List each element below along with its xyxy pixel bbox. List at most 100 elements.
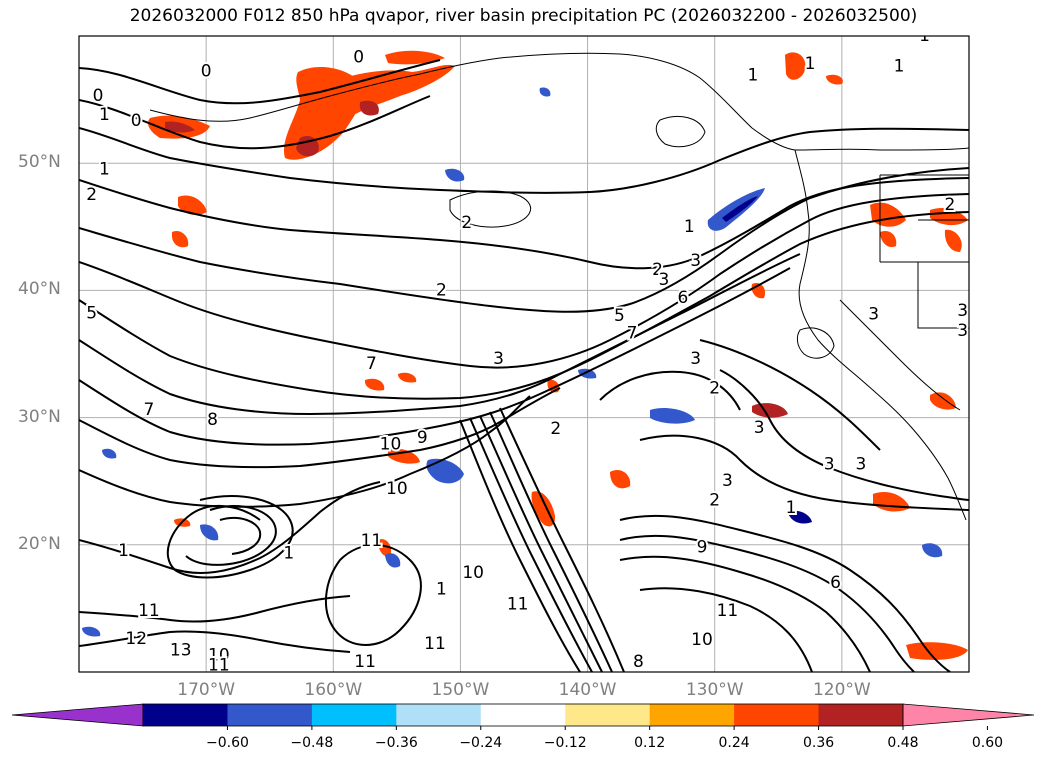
contour-label: 1 xyxy=(436,579,447,599)
contour-label: 3 xyxy=(658,270,669,290)
contour-label: 6 xyxy=(678,288,689,308)
contour-swirl xyxy=(166,495,294,579)
contour-label: 1 xyxy=(894,57,905,77)
precip-patch-negative xyxy=(722,196,758,222)
lon-label: 140°W xyxy=(558,680,617,700)
contour-label: 10 xyxy=(462,563,484,583)
contour-label: 2 xyxy=(652,260,663,280)
colorbar-box xyxy=(480,704,566,726)
precip-shading xyxy=(82,50,968,660)
precip-patch-negative xyxy=(922,543,943,558)
contour-label: 1 xyxy=(99,160,110,180)
contour-label: 10 xyxy=(386,479,408,499)
contour-tropical xyxy=(639,587,813,672)
lon-label: 170°W xyxy=(177,680,236,700)
contour-tropical xyxy=(619,555,871,672)
lon-label: 120°W xyxy=(812,680,871,700)
contour-9 xyxy=(79,387,561,469)
contour-swirl xyxy=(219,516,262,555)
contour-label: 10 xyxy=(380,434,402,454)
precip-patch-positive xyxy=(378,539,392,557)
contour-label: 8 xyxy=(207,410,218,430)
contour-label: 2 xyxy=(436,280,447,300)
contour-label: 11 xyxy=(354,652,376,672)
colorbar-box xyxy=(396,704,482,726)
precip-patch-negative xyxy=(788,510,812,524)
contour-tight xyxy=(499,407,625,672)
lat-label: 30°N xyxy=(18,406,61,427)
precip-patch-negative xyxy=(578,368,597,379)
precip-patch-positive xyxy=(944,229,962,252)
contour-1 xyxy=(79,127,969,194)
contour-label: 0 xyxy=(131,111,142,131)
colorbar-box xyxy=(818,704,904,726)
colorbar-tick-label: −0.24 xyxy=(459,735,503,751)
precip-patch-positive xyxy=(172,230,189,248)
colorbar-tick-label: 0.60 xyxy=(971,735,1004,751)
precip-patch-positive xyxy=(930,392,956,410)
precip-patch-negative xyxy=(200,524,219,541)
precip-patch-positive xyxy=(398,372,417,383)
contour-label: 3 xyxy=(868,305,879,325)
contour-label: 0 xyxy=(353,48,364,68)
contour-label: 11 xyxy=(717,601,739,621)
contour-label: 3 xyxy=(722,471,733,491)
lat-label: 40°N xyxy=(18,279,61,300)
contour-5 xyxy=(79,211,969,400)
precip-patch-negative xyxy=(445,168,465,182)
contour-3 xyxy=(79,193,969,369)
colorbar-tick-label: 0.24 xyxy=(718,735,750,751)
contour-tight xyxy=(489,411,613,672)
colorbar-tick-label: −0.60 xyxy=(205,735,249,751)
contour-label: 11 xyxy=(507,595,529,615)
alaska-canada-coastline xyxy=(149,52,969,151)
contour-label: 8 xyxy=(633,652,644,672)
baja-border xyxy=(839,299,961,411)
contour-10 xyxy=(79,395,531,508)
contour-8 xyxy=(79,267,791,446)
contour-label: 3 xyxy=(493,349,504,369)
precip-patch-negative xyxy=(426,458,464,484)
contour-label: 12 xyxy=(125,629,147,649)
contour-label: 7 xyxy=(366,354,377,374)
contour-label: 3 xyxy=(690,349,701,369)
contour-label: 11 xyxy=(138,601,160,621)
contour-11 xyxy=(79,481,381,574)
contour-label: 13 xyxy=(170,640,192,660)
contour-label: 1 xyxy=(684,217,695,237)
precip-patch-positive xyxy=(385,50,445,65)
lat-label: 50°N xyxy=(18,152,61,173)
colorbar-tick-label: −0.12 xyxy=(543,735,587,751)
contour-label: 1 xyxy=(805,54,816,74)
contour-3 xyxy=(719,369,969,501)
map-frame xyxy=(78,35,970,673)
colorbar-extend-low xyxy=(11,703,144,727)
contour-label: 1 xyxy=(747,65,758,85)
lon-label: 150°W xyxy=(431,680,490,700)
precip-patch-negative xyxy=(82,626,101,637)
contour-13 xyxy=(79,630,351,653)
contour-label: 0 xyxy=(201,62,212,82)
contour-3 xyxy=(699,339,881,451)
contour-label: 3 xyxy=(824,455,835,475)
colorbar-tick-label: −0.48 xyxy=(290,735,334,751)
contour-label: 11 xyxy=(361,531,383,551)
contour-label: 3 xyxy=(754,418,765,438)
contour-label: 10 xyxy=(691,630,713,650)
colorbar-tick-label: −0.36 xyxy=(374,735,418,751)
colorbar-tick-label: 0.48 xyxy=(887,735,919,751)
lat-label: 20°N xyxy=(18,533,61,554)
contour-label: 3 xyxy=(690,251,701,271)
contour-label: 2 xyxy=(709,490,720,510)
colorbar-tick-label: 0.12 xyxy=(634,735,666,751)
contour-label: 10 xyxy=(208,645,230,665)
precip-patch-positive xyxy=(359,100,379,116)
precip-patch-positive xyxy=(531,491,556,527)
contour-label: 3 xyxy=(856,455,867,475)
contour-2 xyxy=(599,370,741,411)
precip-patch-positive xyxy=(610,469,631,489)
contour-2 xyxy=(79,167,969,313)
colorbar-box xyxy=(649,704,735,726)
precip-patch-positive xyxy=(388,448,420,464)
